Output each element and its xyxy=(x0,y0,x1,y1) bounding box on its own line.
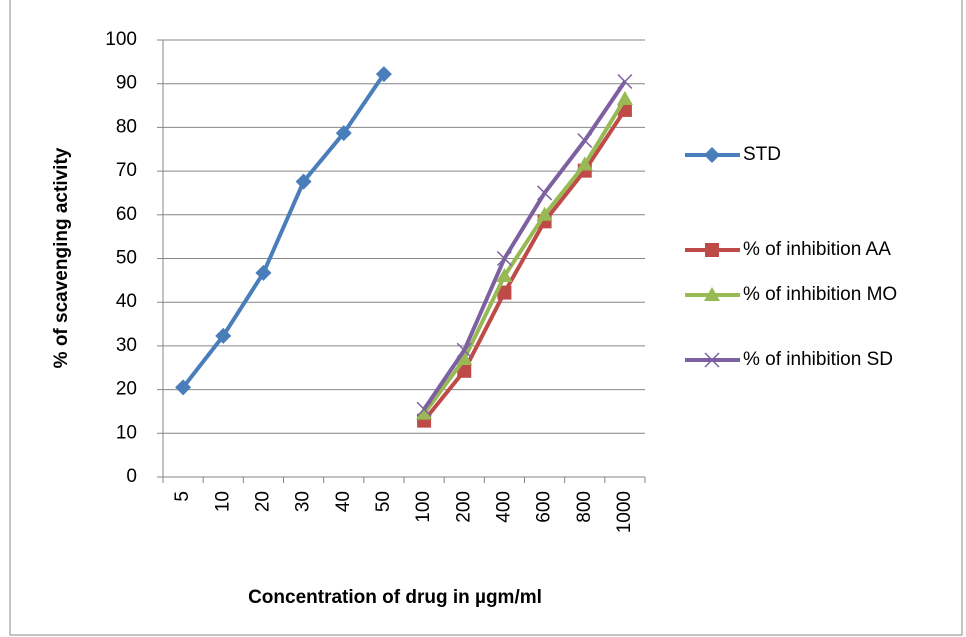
x-tick-label: 30 xyxy=(293,491,314,512)
y-tick-label: 20 xyxy=(116,379,137,400)
marker xyxy=(457,363,472,378)
series-line xyxy=(181,72,386,389)
y-tick-label: 80 xyxy=(116,116,137,137)
x-tick-label: 40 xyxy=(333,491,354,512)
legend-label: % of inhibition SD xyxy=(743,349,893,370)
marker xyxy=(577,132,593,149)
marker xyxy=(704,287,720,301)
marker xyxy=(456,351,473,366)
marker xyxy=(416,401,432,417)
marker xyxy=(617,73,633,90)
series-line xyxy=(422,97,627,415)
y-tick-label: 0 xyxy=(126,466,137,487)
marker xyxy=(416,405,433,420)
marker xyxy=(705,243,719,257)
x-tick-label: 50 xyxy=(373,491,394,512)
marker xyxy=(576,156,593,171)
x-tick-label: 600 xyxy=(534,491,555,523)
marker xyxy=(496,250,512,267)
marker xyxy=(497,285,512,300)
y-axis-title: % of scavenging activity xyxy=(51,147,72,368)
marker xyxy=(704,147,720,163)
x-axis-title: Concentration of drug in µgm/ml xyxy=(248,587,542,608)
marker xyxy=(537,185,553,201)
y-tick-label: 40 xyxy=(116,291,137,312)
marker xyxy=(375,66,392,83)
y-tick-label: 50 xyxy=(116,248,137,269)
x-tick-label: 400 xyxy=(493,491,514,523)
x-tick-label: 1000 xyxy=(614,491,635,533)
y-tick-label: 100 xyxy=(105,29,137,50)
series-line xyxy=(422,108,627,422)
y-tick-label: 70 xyxy=(116,160,137,181)
y-tick-label: 60 xyxy=(116,204,137,225)
y-tick-label: 10 xyxy=(116,422,137,443)
legend-label: % of inhibition MO xyxy=(743,284,897,305)
marker xyxy=(456,342,472,358)
legend-label: % of inhibition AA xyxy=(743,239,891,260)
marker xyxy=(536,206,553,221)
chart-border xyxy=(9,0,963,636)
series-line xyxy=(422,80,627,411)
marker xyxy=(175,379,192,396)
marker xyxy=(704,352,720,368)
marker xyxy=(255,264,272,281)
marker xyxy=(616,90,633,105)
x-tick-label: 20 xyxy=(252,491,273,512)
marker xyxy=(295,173,312,190)
x-tick-label: 10 xyxy=(212,491,233,512)
x-tick-label: 200 xyxy=(453,491,474,523)
marker xyxy=(496,267,513,282)
x-tick-label: 100 xyxy=(413,491,434,523)
x-tick-label: 800 xyxy=(574,491,595,523)
legend-label: STD xyxy=(743,144,781,165)
x-tick-label: 5 xyxy=(172,491,193,502)
marker xyxy=(215,327,232,344)
y-tick-label: 90 xyxy=(116,73,137,94)
y-tick-label: 30 xyxy=(116,335,137,356)
marker xyxy=(335,125,352,142)
